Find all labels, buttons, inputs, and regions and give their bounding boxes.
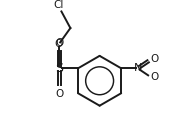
Text: O: O bbox=[150, 55, 158, 65]
Text: O: O bbox=[150, 72, 158, 82]
Text: O: O bbox=[55, 38, 64, 48]
Text: O: O bbox=[55, 39, 63, 49]
Text: O: O bbox=[55, 89, 64, 99]
Text: N: N bbox=[134, 63, 142, 73]
Text: Cl: Cl bbox=[53, 0, 64, 10]
Text: S: S bbox=[56, 62, 64, 75]
